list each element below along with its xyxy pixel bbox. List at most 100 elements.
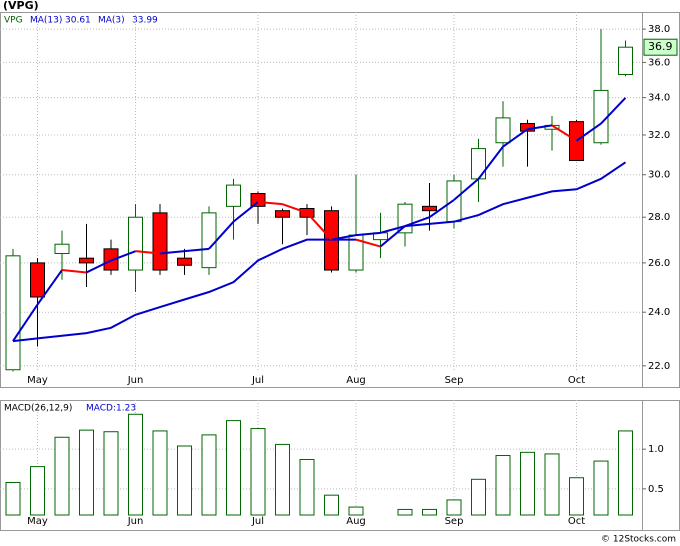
ma-segment <box>282 203 308 214</box>
ma-segment <box>502 128 529 148</box>
price-panel <box>0 12 680 388</box>
legend-ma3-value: 33.99 <box>132 16 158 26</box>
y-tick-label: 24.0 <box>648 307 670 318</box>
macd-bar <box>226 420 241 516</box>
macd-bar <box>152 430 168 516</box>
ma-segment <box>527 124 553 131</box>
y-tick-label: 30.0 <box>648 170 670 181</box>
ma-segment <box>257 201 283 206</box>
candle-body <box>54 243 70 254</box>
macd-bar <box>30 466 45 516</box>
y-tick-label: 26.0 <box>648 258 670 269</box>
candle-body <box>495 117 511 144</box>
macd-bar <box>348 506 364 516</box>
ma-segment <box>12 303 39 342</box>
candle-body <box>30 262 45 298</box>
candle-body <box>226 184 241 207</box>
ma-segment <box>61 269 87 274</box>
legend-ma13-value: 30.61 <box>65 16 91 26</box>
ma-segment <box>159 250 185 255</box>
candle-body <box>177 257 192 266</box>
x-tick-label: Oct <box>568 375 585 386</box>
x-tick-label: May <box>27 516 48 527</box>
y-tick-label: 1.0 <box>648 444 664 455</box>
macd-bar <box>618 430 633 516</box>
macd-bar <box>54 436 70 516</box>
y-tick-label: 32.0 <box>648 130 670 141</box>
candle-body <box>201 212 217 269</box>
candle-body <box>250 193 266 207</box>
ma-segment <box>232 201 259 223</box>
macd-value: MACD:1.23 <box>86 404 136 414</box>
macd-bar <box>495 455 511 516</box>
macd-bar <box>5 481 21 516</box>
candle-body <box>422 205 437 212</box>
x-tick-label: Jun <box>127 375 144 386</box>
x-tick-label: Jun <box>127 516 144 527</box>
legend-ma3: MA(3) <box>98 16 125 26</box>
ma-segment <box>379 225 406 248</box>
candle-body <box>128 216 143 271</box>
footer: © 12Stocks.com <box>601 535 676 545</box>
macd-bar <box>103 431 119 516</box>
ma-segment <box>135 250 161 255</box>
ma-segment <box>477 146 504 180</box>
y-tick-label: 38.0 <box>648 24 670 35</box>
ma-line <box>12 161 627 343</box>
ma-segment <box>306 212 333 241</box>
candle-body <box>569 121 584 162</box>
candle-body <box>618 46 633 76</box>
ma-segment <box>551 124 578 142</box>
x-tick-label: Jul <box>251 516 264 527</box>
ma-segment <box>355 238 381 248</box>
candle-body <box>5 255 21 371</box>
x-tick-label: Aug <box>346 375 366 386</box>
macd-bar <box>471 478 486 516</box>
ma-segment <box>600 97 627 125</box>
candle-body <box>593 89 609 144</box>
ma-segment <box>575 122 602 142</box>
ma-segment <box>208 220 235 250</box>
last-price-box <box>643 38 678 56</box>
y-tick-label: 0.5 <box>648 484 664 495</box>
macd-bar <box>128 413 143 516</box>
macd-bar <box>201 434 217 516</box>
last-price-label: 36.9 <box>648 40 673 53</box>
x-tick-label: Aug <box>346 516 366 527</box>
chart-title: (VPG) <box>3 0 39 12</box>
y-tick-label: 36.0 <box>648 57 670 68</box>
legend-symbol: VPG <box>4 16 23 26</box>
y-tick-label: 34.0 <box>648 93 670 104</box>
macd-bar <box>324 494 339 516</box>
candle-body <box>103 248 119 271</box>
ma-segment <box>86 259 112 274</box>
macd-bar <box>250 428 266 516</box>
macd-bar <box>79 429 94 516</box>
y-tick-label: 28.0 <box>648 212 670 223</box>
macd-bar <box>593 460 609 516</box>
candle-body <box>79 257 94 264</box>
x-tick-label: May <box>27 375 48 386</box>
candle-body <box>275 210 290 218</box>
macd-bar <box>422 508 437 516</box>
ma-segment <box>110 250 136 262</box>
macd-title: MACD(26,12,9) <box>4 404 72 414</box>
macd-bar <box>275 443 290 516</box>
candle-body <box>471 148 486 180</box>
macd-bar <box>397 508 413 516</box>
macd-bar <box>177 445 192 516</box>
x-tick-label: Jul <box>251 375 264 386</box>
legend-ma13: MA(13) <box>30 16 62 26</box>
ma-segment <box>453 178 480 201</box>
macd-bar <box>544 453 560 516</box>
x-tick-label: Oct <box>568 516 585 527</box>
macd-bar <box>299 458 315 516</box>
candle-body <box>397 203 413 234</box>
ma-segment <box>36 269 63 306</box>
ma-segment <box>428 199 455 219</box>
macd-bar <box>569 477 584 516</box>
macd-bar <box>446 499 462 516</box>
y-tick-label: 22.0 <box>648 361 670 372</box>
x-tick-label: Sep <box>445 375 464 386</box>
